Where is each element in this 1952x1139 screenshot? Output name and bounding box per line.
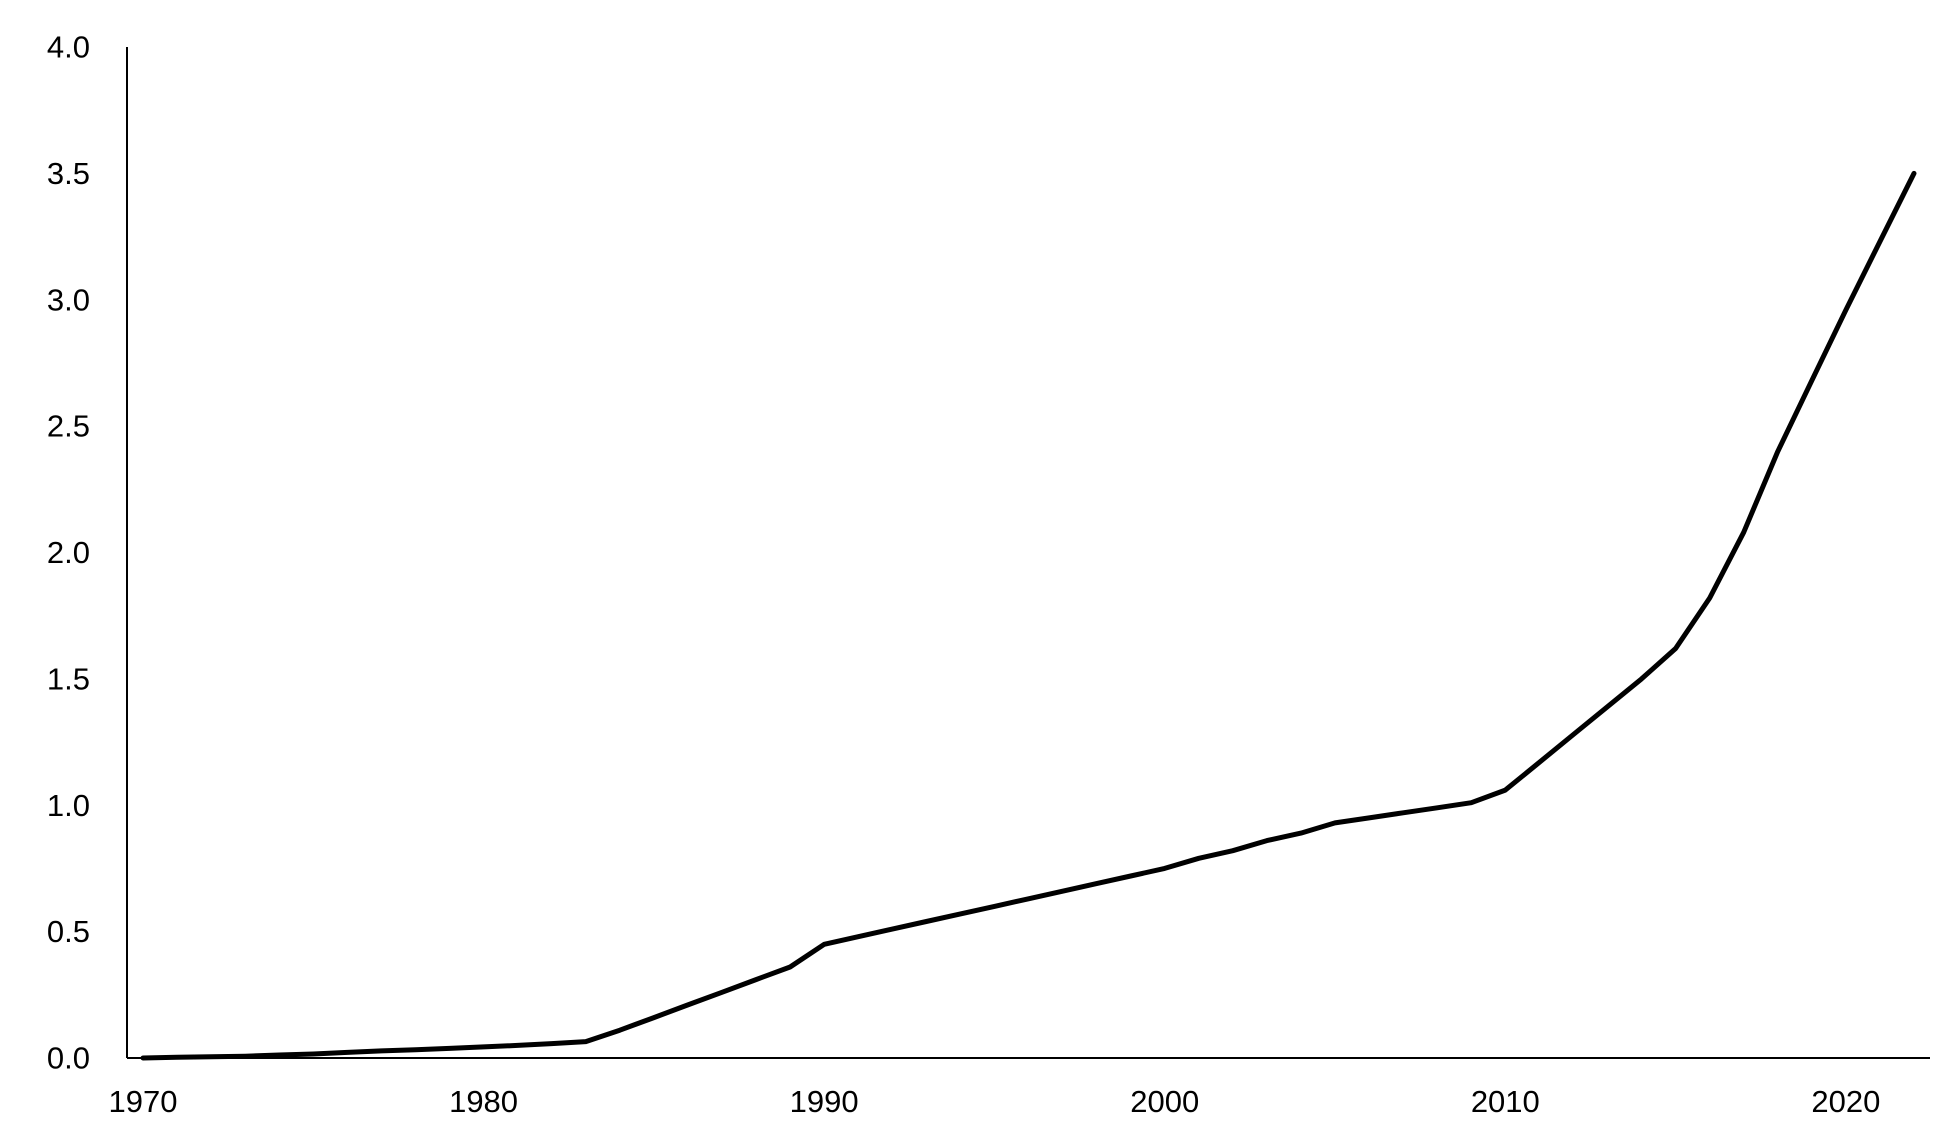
- x-tick-label: 2010: [1471, 1084, 1540, 1119]
- x-axis-tick-labels: 1970 1980 1990 2000 2010 2020: [109, 1084, 1881, 1119]
- y-tick-label: 0.0: [47, 1041, 90, 1076]
- y-tick-label: 3.5: [47, 156, 90, 191]
- y-tick-label: 2.5: [47, 409, 90, 444]
- x-tick-label: 2020: [1811, 1084, 1880, 1119]
- y-tick-label: 4.0: [47, 30, 90, 65]
- x-tick-label: 1980: [449, 1084, 518, 1119]
- series-line: [140, 170, 1917, 1061]
- y-axis-tick-labels: 0.0 0.5 1.0 1.5 2.0 2.5 3.0 3.5 4.0: [47, 30, 90, 1076]
- y-tick-label: 1.0: [47, 788, 90, 823]
- axes: [126, 47, 1930, 1059]
- x-tick-label: 1990: [790, 1084, 859, 1119]
- x-tick-label: 1970: [109, 1084, 178, 1119]
- y-tick-label: 2.0: [47, 535, 90, 570]
- y-tick-label: 3.0: [47, 282, 90, 317]
- y-tick-label: 1.5: [47, 661, 90, 696]
- x-tick-label: 2000: [1130, 1084, 1199, 1119]
- y-tick-label: 0.5: [47, 914, 90, 949]
- series-layer: [140, 170, 1917, 1061]
